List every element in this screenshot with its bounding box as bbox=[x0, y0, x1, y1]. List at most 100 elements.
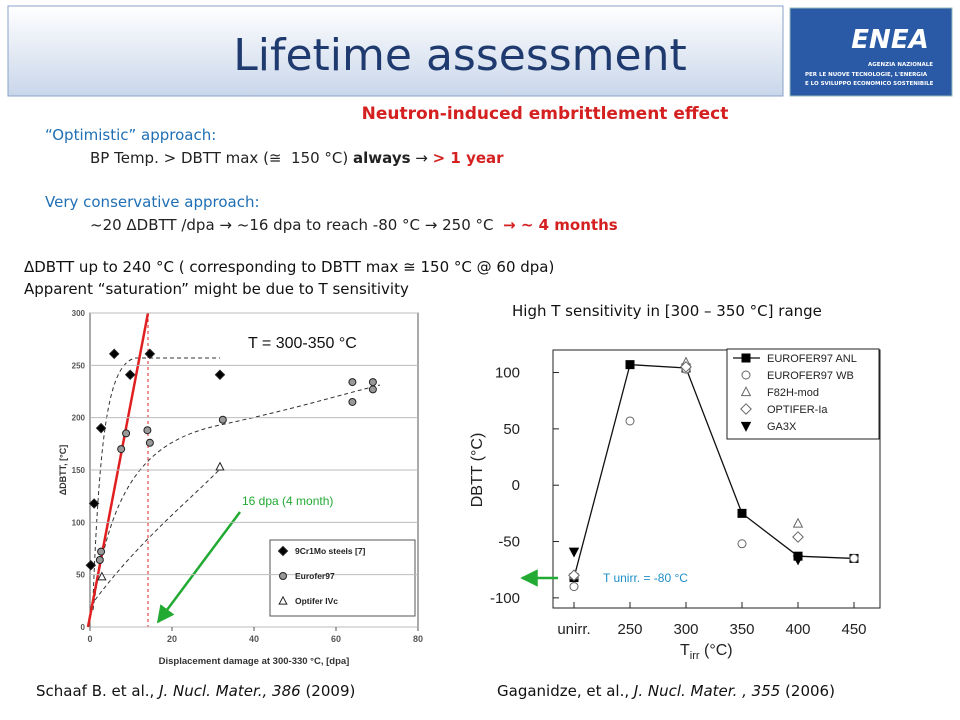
note: Apparent “saturation” might be due to T … bbox=[24, 280, 409, 298]
marker bbox=[792, 517, 804, 528]
marker bbox=[849, 553, 859, 563]
text: (°C) bbox=[700, 642, 733, 659]
legend-marker bbox=[740, 403, 752, 415]
legend-marker bbox=[278, 595, 288, 605]
legend-label: GA3X bbox=[767, 421, 797, 433]
marker bbox=[737, 508, 747, 518]
text: > 1 year bbox=[433, 149, 505, 167]
marker bbox=[680, 360, 692, 373]
text: T bbox=[680, 642, 690, 659]
marker bbox=[122, 429, 131, 438]
y-tick-label: 300 bbox=[72, 309, 86, 318]
annotation: T = 300-350 °C bbox=[248, 335, 357, 352]
annotation: T unirr. = -80 °C bbox=[603, 571, 688, 585]
marker bbox=[792, 555, 804, 566]
y-tick-label: 250 bbox=[72, 361, 86, 370]
marker bbox=[95, 556, 104, 565]
legend-box bbox=[726, 348, 880, 440]
note: High T sensitivity in [300 – 350 °C] ran… bbox=[512, 302, 822, 320]
legend-marker bbox=[741, 353, 751, 363]
marker bbox=[97, 571, 107, 581]
marker bbox=[124, 369, 136, 381]
note: ΔDBTT up to 240 °C ( corresponding to DB… bbox=[24, 258, 554, 276]
approach-line: BP Temp. > DBTT max (≅ 150 °C) always → … bbox=[90, 149, 504, 167]
header-band bbox=[7, 5, 784, 97]
x-tick-label: 20 bbox=[167, 634, 177, 644]
arrow bbox=[156, 511, 242, 624]
marker bbox=[85, 559, 97, 571]
logo: ENEA AGENZIA NAZIONALE PER LE NUOVE TECN… bbox=[789, 7, 953, 97]
marker bbox=[569, 582, 579, 592]
reference: Schaaf B. et al., J. Nucl. Mater., 386 (… bbox=[36, 682, 355, 700]
x-tick-label: 250 bbox=[617, 621, 642, 638]
legend-label: F82H-mod bbox=[767, 387, 819, 399]
legend-marker bbox=[740, 386, 752, 397]
marker bbox=[214, 369, 226, 381]
text: J. Nucl. Mater., 386 bbox=[156, 682, 301, 700]
marker bbox=[88, 498, 100, 509]
subtitle: Neutron-induced embrittlement effect bbox=[362, 104, 729, 124]
legend-marker bbox=[277, 545, 289, 557]
x-tick-label: unirr. bbox=[557, 621, 590, 638]
legend-label: Eurofer97 bbox=[295, 571, 335, 581]
marker bbox=[568, 569, 580, 582]
y-tick-label: 50 bbox=[503, 421, 520, 438]
legend-label: OPTIFER-Ia bbox=[767, 404, 828, 416]
fit-curve bbox=[92, 384, 381, 611]
y-tick-label: 200 bbox=[72, 414, 86, 423]
x-axis-label: Displacement damage at 300-330 °C, [dpa] bbox=[159, 656, 350, 667]
chart: 0 50 100 150 200 250 300 0 20 40 60 80 Displacement … bbox=[58, 309, 423, 667]
text: ~20 ΔDBTT /dpa → ~16 dpa to reach -80 °C… bbox=[90, 216, 503, 234]
legend-marker bbox=[279, 572, 287, 580]
fit-curve bbox=[92, 357, 220, 601]
marker bbox=[95, 422, 107, 434]
x-tick-label: 40 bbox=[249, 634, 259, 644]
y-tick-label: 50 bbox=[76, 571, 85, 580]
logo-line: E LO SVILUPPO ECONOMICO SOSTENIBILE bbox=[805, 81, 934, 87]
marker bbox=[117, 445, 126, 454]
marker bbox=[368, 378, 377, 387]
y-tick-label: 0 bbox=[512, 477, 520, 494]
text: (2009) bbox=[301, 682, 356, 700]
marker bbox=[108, 348, 120, 360]
x-tick-label: 450 bbox=[841, 621, 866, 638]
x-tick-label: 300 bbox=[673, 621, 698, 638]
approach-label: “Optimistic” approach: bbox=[45, 126, 216, 144]
annotation: 16 dpa (4 month) bbox=[242, 494, 333, 508]
y-tick-label: 150 bbox=[72, 466, 86, 475]
slide-title: Lifetime assessment bbox=[233, 30, 687, 81]
legend-marker bbox=[741, 370, 751, 380]
chart: -100 -50 0 50 100 unirr. 250 300 350 400 450 DBTT (… bbox=[469, 353, 867, 662]
x-tick-label: 80 bbox=[413, 634, 423, 644]
legend-box bbox=[269, 539, 416, 617]
marker bbox=[348, 378, 357, 387]
x-tick-label: 400 bbox=[785, 621, 810, 638]
text: → bbox=[411, 149, 433, 167]
text: always bbox=[353, 149, 411, 167]
logo-line: PER LE NUOVE TECNOLOGIE, L'ENERGIA bbox=[805, 72, 928, 78]
marker bbox=[215, 461, 225, 471]
y-axis-label: DBTT (°C) bbox=[469, 433, 486, 508]
x-tick-label: 60 bbox=[331, 634, 341, 644]
text: → ~ 4 months bbox=[503, 216, 618, 234]
y-tick-label: -100 bbox=[490, 590, 520, 607]
text: BP Temp. > DBTT max (≅ 150 °C) bbox=[90, 149, 353, 167]
legend-marker bbox=[740, 421, 752, 432]
marker bbox=[625, 416, 635, 426]
reference: Gaganidze, et al., J. Nucl. Mater. , 355… bbox=[497, 682, 835, 700]
x-tick-label: 0 bbox=[87, 634, 92, 644]
y-tick-label: 100 bbox=[495, 365, 520, 382]
x-axis-label: Tirr (°C) bbox=[680, 642, 733, 662]
marker bbox=[625, 360, 635, 370]
legend-label: Optifer IVc bbox=[295, 596, 338, 606]
legend-label: 9Cr1Mo steels [7] bbox=[295, 546, 366, 556]
legend-label: EUROFER97 WB bbox=[767, 370, 854, 382]
logo-line: AGENZIA NAZIONALE bbox=[868, 62, 933, 68]
y-axis-label: ΔDBTT, [°C] bbox=[58, 445, 68, 496]
text: irr bbox=[690, 650, 700, 662]
marker bbox=[144, 348, 156, 360]
y-tick-label: -50 bbox=[498, 534, 520, 551]
approach-label: Very conservative approach: bbox=[45, 193, 260, 211]
text: (2006) bbox=[780, 682, 835, 700]
